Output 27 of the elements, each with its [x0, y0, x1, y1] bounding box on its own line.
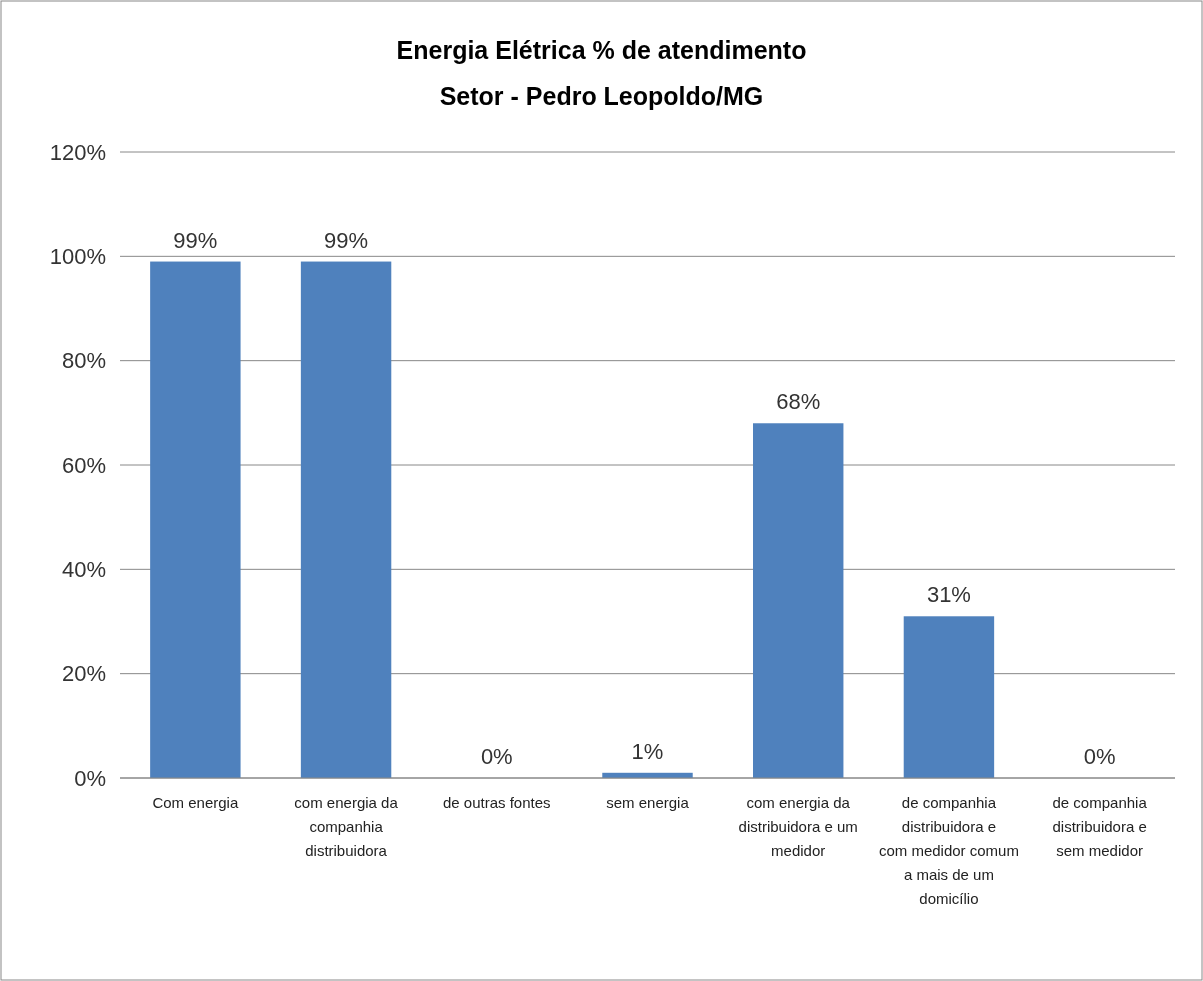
x-tick-label: com energia da distribuidora e um medidor — [738, 794, 858, 859]
bar — [300, 261, 392, 778]
data-label: 99% — [173, 227, 218, 253]
data-label: 68% — [776, 389, 821, 415]
x-tick-label: sem energia — [606, 794, 690, 811]
y-tick-label: 40% — [61, 557, 106, 583]
x-tick-label: de companhia distribuidora e com medidor comum a mais de um domicílio — [878, 794, 1019, 907]
data-label: 0% — [1083, 744, 1116, 769]
x-tick-label: Com energia — [152, 794, 239, 811]
y-tick-label: 120% — [49, 139, 106, 165]
x-tick-label: de outras fontes — [443, 794, 551, 811]
y-tick-label: 0% — [74, 765, 106, 791]
bar — [903, 616, 995, 778]
y-tick-label: 20% — [61, 661, 106, 687]
data-label: 31% — [926, 582, 971, 608]
bar — [753, 423, 844, 778]
y-tick-label: 100% — [49, 244, 106, 270]
chart-title: Energia Elétrica % de atendimento — [396, 36, 807, 64]
x-tick-label: de companhia distribuidora e sem medidor — [1052, 794, 1148, 859]
chart-subtitle: Setor - Pedro Leopoldo/MG — [439, 82, 764, 110]
data-label: 0% — [480, 744, 513, 769]
data-label: 1% — [631, 738, 664, 764]
x-tick-label: com energia da companhia distribuidora — [294, 794, 399, 859]
y-tick-label: 60% — [61, 452, 106, 478]
y-tick-label: 80% — [61, 348, 106, 374]
bar — [150, 261, 241, 778]
data-label: 99% — [324, 227, 369, 253]
